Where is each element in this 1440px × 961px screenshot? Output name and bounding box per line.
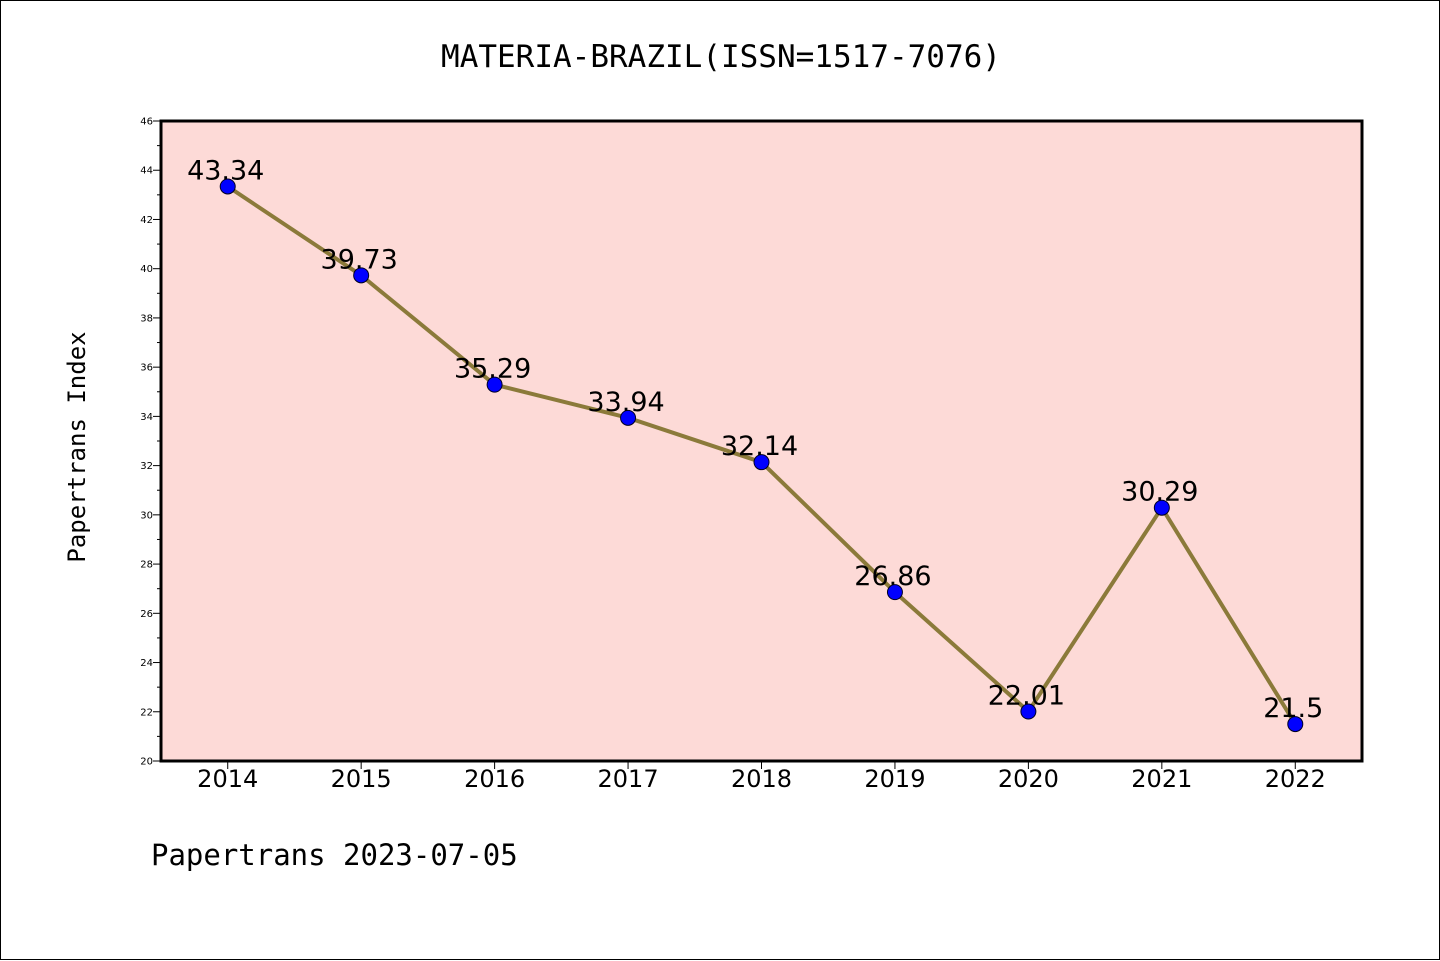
x-tick-label: 2017 <box>598 765 659 793</box>
x-tick-label: 2020 <box>998 765 1059 793</box>
y-tick-label: 26 <box>140 609 153 620</box>
data-label: 39.73 <box>321 244 398 275</box>
y-tick-label: 34 <box>140 412 153 423</box>
data-point-marker <box>486 376 503 393</box>
footer-source-date: Papertrans 2023-07-05 <box>151 838 518 872</box>
data-point-marker <box>219 178 236 195</box>
data-label: 30.29 <box>1121 477 1198 508</box>
x-tick-label: 2021 <box>1131 765 1192 793</box>
data-point-marker <box>1153 499 1170 516</box>
y-tick-label: 38 <box>140 313 153 324</box>
x-tick-label: 2018 <box>731 765 792 793</box>
y-tick-label: 44 <box>140 166 153 177</box>
x-tick-label: 2016 <box>464 765 525 793</box>
data-point-marker <box>886 584 903 601</box>
data-point-marker <box>353 267 370 284</box>
data-label: 26.86 <box>854 561 931 592</box>
plot-area <box>161 121 1362 761</box>
plot-border <box>159 119 1364 763</box>
x-axis: 2014 2015 2016 2017 2018 2019 2020 2021 2022 <box>197 761 1326 793</box>
data-markers <box>219 178 1304 733</box>
y-axis-label: Papertrans Index <box>63 331 91 562</box>
y-tick-label: 22 <box>140 707 153 718</box>
data-labels: 43.34 39.73 35.29 33.94 32.14 26.86 22.01 30.29… <box>187 155 1323 724</box>
x-tick-label: 2022 <box>1265 765 1326 793</box>
data-point-marker <box>753 454 770 471</box>
y-tick-label: 46 <box>140 117 153 128</box>
y-tick-label: 32 <box>140 461 153 472</box>
x-tick-label: 2014 <box>197 765 258 793</box>
chart-title: MATERIA-BRAZIL(ISSN=1517-7076) <box>441 39 1001 75</box>
data-label: 32.14 <box>721 431 798 462</box>
x-tick-label: 2019 <box>864 765 925 793</box>
y-tick-label: 36 <box>140 363 153 374</box>
y-tick-label: 28 <box>140 560 153 571</box>
data-point-marker <box>620 409 637 426</box>
y-axis: 20 22 24 26 28 30 32 34 36 38 40 42 44 46 <box>140 117 161 768</box>
data-label: 22.01 <box>988 681 1065 712</box>
data-label: 33.94 <box>587 387 664 418</box>
data-point-marker <box>1020 703 1037 720</box>
y-tick-label: 20 <box>140 757 153 768</box>
y-tick-label: 40 <box>140 264 153 275</box>
y-tick-label: 24 <box>140 658 153 669</box>
data-label: 43.34 <box>187 155 264 186</box>
y-tick-label: 30 <box>140 510 153 521</box>
data-label: 35.29 <box>454 354 531 385</box>
data-label: 21.5 <box>1263 693 1323 724</box>
data-point-marker <box>1287 716 1304 733</box>
x-tick-label: 2015 <box>331 765 392 793</box>
y-tick-label: 42 <box>140 215 153 226</box>
